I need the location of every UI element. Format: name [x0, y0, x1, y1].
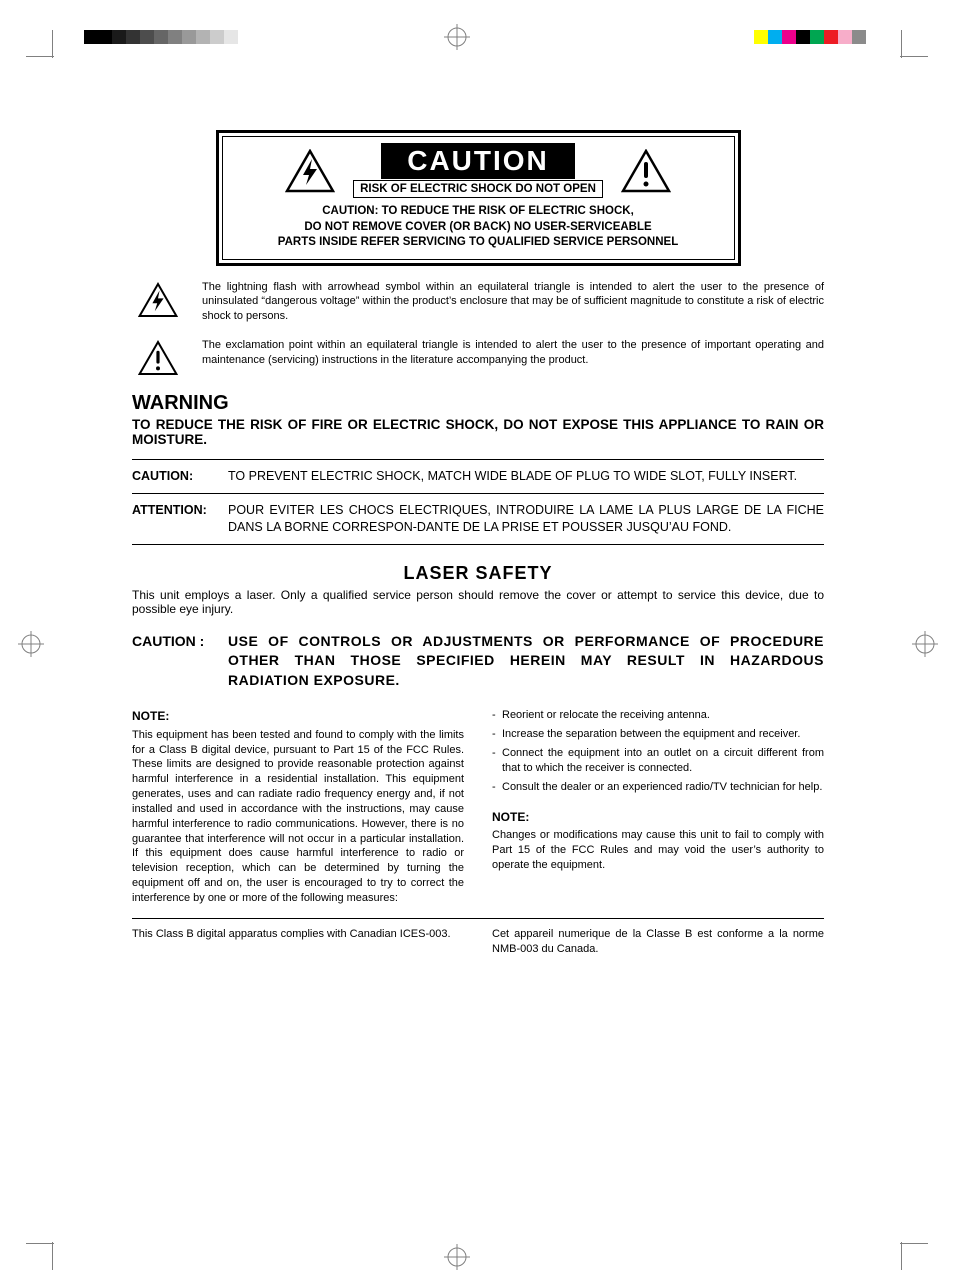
laser-caution-label: CAUTION : [132, 632, 228, 691]
symbol-explain-exclaim: The exclamation point within an equilate… [132, 338, 824, 376]
lightning-triangle-icon [285, 149, 335, 193]
caution-body-line: PARTS INSIDE REFER SERVICING TO QUALIFIE… [278, 236, 678, 248]
caution-text: TO PREVENT ELECTRIC SHOCK, MATCH WIDE BL… [228, 468, 824, 485]
fcc-columns: NOTE: This equipment has been tested and… [132, 708, 824, 905]
caution-body: CAUTION: TO REDUCE THE RISK OF ELECTRIC … [231, 204, 726, 251]
note2-heading: NOTE: [492, 809, 824, 825]
caution-body-line: DO NOT REMOVE COVER (OR BACK) NO USER-SE… [304, 221, 651, 233]
caution-body-line: CAUTION: TO REDUCE THE RISK OF ELECTRIC … [322, 205, 634, 217]
symbol-bolt-text: The lightning flash with arrowhead symbo… [202, 280, 824, 325]
list-item: Consult the dealer or an experienced rad… [502, 780, 824, 795]
laser-heading: LASER SAFETY [132, 563, 824, 584]
page-content: CAUTION RISK OF ELECTRIC SHOCK DO NOT OP… [132, 130, 824, 956]
attention-row: ATTENTION: POUR EVITER LES CHOCS ELECTRI… [132, 502, 824, 536]
list-item: Increase the separation between the equi… [502, 727, 824, 742]
attention-text: POUR EVITER LES CHOCS ELECTRIQUES, INTRO… [228, 502, 824, 536]
list-item: Reorient or relocate the receiving anten… [502, 708, 824, 723]
fcc-bullets: -Reorient or relocate the receiving ante… [492, 708, 824, 794]
registration-mark-right [912, 631, 938, 657]
grayscale-swatches [84, 30, 252, 44]
color-swatches [754, 30, 866, 44]
fcc-body: This equipment has been tested and found… [132, 728, 464, 906]
divider [132, 544, 824, 545]
footer-right: Cet appareil numerique de la Classe B es… [492, 927, 824, 957]
crop-mark-br [882, 1224, 922, 1264]
list-item: Connect the equipment into an outlet on … [502, 746, 824, 776]
crop-mark-tr [882, 36, 922, 76]
crop-mark-tl [32, 36, 72, 76]
divider [132, 459, 824, 460]
laser-caution: CAUTION : USE OF CONTROLS OR ADJUSTMENTS… [132, 632, 824, 691]
caution-box: CAUTION RISK OF ELECTRIC SHOCK DO NOT OP… [216, 130, 741, 266]
caution-row: CAUTION: TO PREVENT ELECTRIC SHOCK, MATC… [132, 468, 824, 485]
symbol-exclaim-text: The exclamation point within an equilate… [202, 338, 824, 368]
note2-body: Changes or modifications may cause this … [492, 828, 824, 873]
registration-mark-bottom [444, 1244, 470, 1270]
footer-columns: This Class B digital apparatus complies … [132, 927, 824, 957]
registration-mark-top [444, 24, 470, 50]
lightning-triangle-icon [138, 282, 178, 318]
exclamation-triangle-icon [138, 340, 178, 376]
caution-title: CAUTION [381, 143, 575, 179]
divider [132, 493, 824, 494]
divider [132, 918, 824, 919]
caution-label: CAUTION: [132, 468, 228, 485]
laser-body: This unit employs a laser. Only a qualif… [132, 588, 824, 616]
note-heading: NOTE: [132, 708, 464, 724]
exclamation-triangle-icon [621, 149, 671, 193]
symbol-explain-bolt: The lightning flash with arrowhead symbo… [132, 280, 824, 325]
laser-caution-text: USE OF CONTROLS OR ADJUSTMENTS OR PERFOR… [228, 632, 824, 691]
registration-mark-left [18, 631, 44, 657]
caution-subtitle: RISK OF ELECTRIC SHOCK DO NOT OPEN [353, 180, 603, 198]
attention-label: ATTENTION: [132, 502, 228, 536]
warning-body: TO REDUCE THE RISK OF FIRE OR ELECTRIC S… [132, 417, 824, 447]
crop-mark-bl [32, 1224, 72, 1264]
footer-left: This Class B digital apparatus complies … [132, 927, 464, 957]
warning-heading: WARNING [132, 392, 824, 415]
